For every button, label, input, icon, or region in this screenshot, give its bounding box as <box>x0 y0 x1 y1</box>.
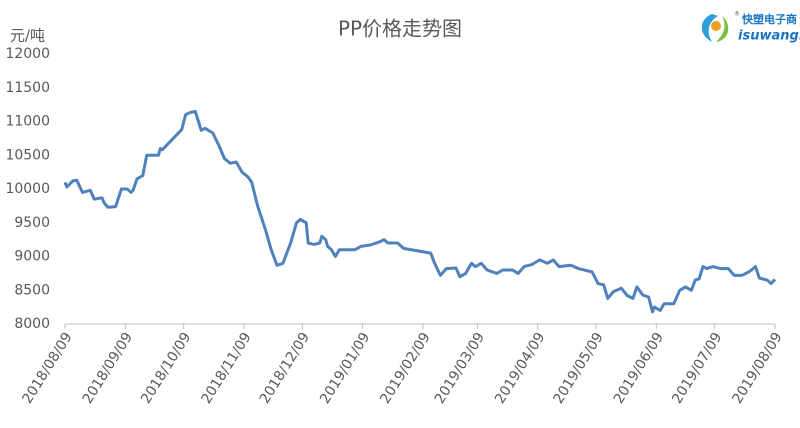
line <box>63 109 777 314</box>
y-tick-label: 12000 <box>5 46 50 62</box>
y-axis-label: 元/吨 <box>10 27 45 45</box>
y-tick-label: 8000 <box>14 316 50 332</box>
logo-site: isuwang.co <box>738 29 800 44</box>
logo-mark: ® <box>734 11 740 18</box>
y-tick-label: 11000 <box>5 114 50 130</box>
y-tick-label: 9000 <box>14 249 50 265</box>
logo: ® 快塑电子商 isuwang.co <box>701 11 800 44</box>
y-tick-label: 9500 <box>14 215 50 231</box>
logo-icon <box>701 14 718 42</box>
y-tick-label: 11500 <box>5 80 50 96</box>
y-tick-label: 10500 <box>5 147 50 163</box>
chart-title: PP价格走势图 <box>338 17 462 41</box>
y-tick-label: 8500 <box>14 282 50 298</box>
logo-icon <box>711 21 721 31</box>
logo-brand: 快塑电子商 <box>741 12 797 26</box>
logo-icon <box>716 16 729 42</box>
y-tick-label: 10000 <box>5 181 50 197</box>
